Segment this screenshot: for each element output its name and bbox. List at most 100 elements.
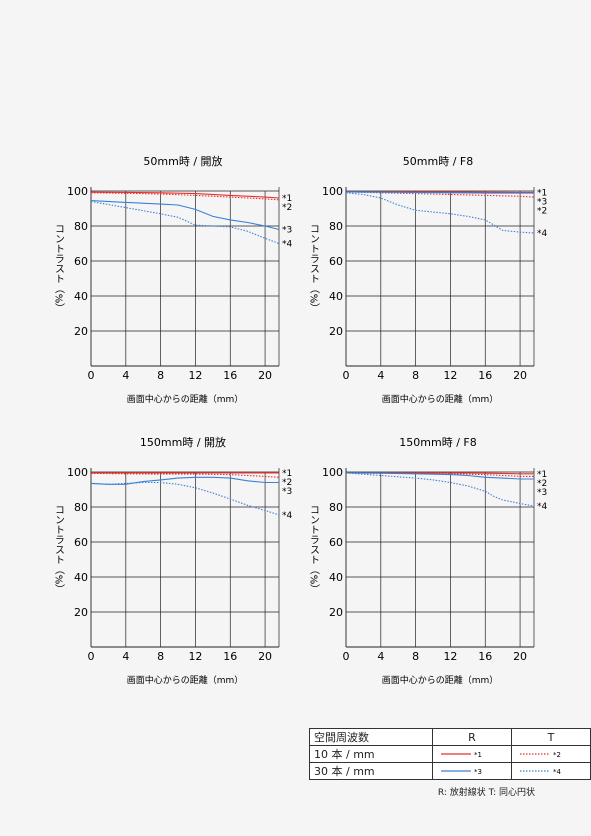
y-tick-label: 100	[67, 466, 88, 479]
series-end-label: *4	[282, 240, 293, 250]
x-tick-label: 4	[377, 369, 384, 382]
legend-header: 空間周波数	[309, 728, 433, 746]
series-end-label: *4	[537, 229, 548, 239]
series-line	[345, 191, 534, 194]
series-line	[90, 472, 280, 478]
x-tick-label: 8	[157, 650, 164, 663]
y-tick-label: 100	[322, 466, 343, 479]
series-end-label: *4	[537, 502, 548, 512]
legend-swatch-t: *4	[511, 762, 591, 780]
series-end-label: *1	[282, 194, 292, 204]
y-tick-label: 20	[74, 606, 88, 619]
y-tick-label: 60	[329, 255, 343, 268]
y-tick-label: 80	[329, 220, 343, 233]
y-tick-label: 40	[74, 290, 88, 303]
legend-mark: *3	[474, 768, 482, 776]
x-axis-label: 画面中心からの距離（mm）	[127, 674, 244, 686]
x-tick-label: 0	[343, 369, 350, 382]
series-line	[90, 192, 280, 201]
series-end-label: *3	[282, 226, 292, 236]
series-end-label: *1	[282, 469, 292, 479]
x-tick-label: 16	[223, 650, 237, 663]
x-tick-label: 16	[478, 369, 492, 382]
x-tick-label: 16	[223, 369, 237, 382]
series-end-label: *3	[537, 197, 547, 207]
y-axis-label: コントラスト（%）	[308, 505, 320, 595]
x-tick-label: 20	[258, 650, 272, 663]
y-tick-label: 80	[74, 220, 88, 233]
y-axis-label: コントラスト（%）	[53, 505, 65, 595]
legend-swatch-r: *1	[432, 745, 512, 763]
x-tick-label: 0	[88, 650, 95, 663]
chart-title: 150mm時 / F8	[399, 436, 476, 449]
y-tick-label: 100	[67, 185, 88, 198]
series-line	[345, 472, 534, 480]
x-axis-label: 画面中心からの距離（mm）	[382, 674, 499, 686]
legend-t-header: T	[511, 728, 591, 746]
chart-panel: 50mm時 / F8 20 40 60 80 100 0 4 8 12 16 20 画面中心からの距離（…	[308, 155, 548, 405]
chart-panel: 50mm時 / 開放 20 40 60 80 100 0 4 8 12 16 20 画面中心からの距離（…	[53, 154, 293, 405]
series-end-label: *2	[282, 203, 292, 213]
series-line	[345, 472, 535, 507]
x-tick-label: 20	[258, 369, 272, 382]
legend-mark: *4	[553, 768, 562, 776]
chart-panel: 150mm時 / F8 20 40 60 80 100 0 4 8 12 16 20 画面中心からの距離…	[308, 436, 548, 686]
y-tick-label: 20	[74, 325, 88, 338]
x-tick-label: 0	[88, 369, 95, 382]
series-line	[90, 200, 280, 245]
series-end-label: *2	[537, 479, 547, 489]
chart-title: 50mm時 / 開放	[143, 154, 222, 168]
y-tick-label: 100	[322, 185, 343, 198]
y-tick-label: 40	[74, 571, 88, 584]
series-line	[90, 191, 280, 199]
x-tick-label: 0	[343, 650, 350, 663]
legend-mark: *1	[474, 751, 482, 759]
x-tick-label: 8	[412, 369, 419, 382]
x-tick-label: 12	[188, 650, 202, 663]
series-line	[345, 192, 535, 234]
legend-note: R: 放射線状 T: 同心円状	[437, 788, 535, 798]
x-tick-label: 12	[443, 650, 457, 663]
y-axis-label: コントラスト（%）	[53, 224, 65, 314]
legend-row: 10 本 / mm *1 *2	[309, 745, 591, 763]
y-tick-label: 60	[74, 255, 88, 268]
x-tick-label: 4	[122, 369, 129, 382]
y-tick-label: 40	[329, 571, 343, 584]
x-tick-label: 12	[188, 369, 202, 382]
x-tick-label: 12	[443, 369, 457, 382]
legend-swatch-t: *2	[511, 745, 591, 763]
legend-r-header: R	[432, 728, 512, 746]
series-line	[345, 472, 534, 477]
series-end-label: *3	[282, 487, 292, 497]
series-end-label: *2	[282, 478, 292, 488]
y-tick-label: 40	[329, 290, 343, 303]
x-tick-label: 20	[513, 369, 527, 382]
series-line	[90, 476, 279, 485]
y-tick-label: 80	[74, 501, 88, 514]
legend-row-label: 10 本 / mm	[309, 745, 433, 763]
legend-table: 空間周波数 R T 10 本 / mm *1 *2 30 本 / mm *3	[309, 728, 591, 780]
series-end-label: *1	[537, 470, 547, 480]
legend-row-label: 30 本 / mm	[309, 762, 433, 780]
chart-panel: 150mm時 / 開放 20 40 60 80 100 0 4 8 12 16 20 画面中心からの距離…	[53, 435, 293, 686]
x-tick-label: 8	[157, 369, 164, 382]
series-line	[90, 481, 280, 516]
x-axis-label: 画面中心からの距離（mm）	[127, 393, 244, 405]
series-end-label: *1	[537, 188, 547, 198]
x-tick-label: 4	[377, 650, 384, 663]
x-tick-label: 8	[412, 650, 419, 663]
y-tick-label: 20	[329, 325, 343, 338]
series-end-label: *4	[282, 511, 293, 521]
series-line	[90, 200, 280, 231]
x-tick-label: 20	[513, 650, 527, 663]
series-end-label: *3	[537, 488, 547, 498]
y-tick-label: 20	[329, 606, 343, 619]
series-line	[345, 191, 535, 198]
series-end-label: *2	[537, 206, 547, 216]
y-axis-label: コントラスト（%）	[308, 224, 320, 314]
legend-row: 30 本 / mm *3 *4	[309, 762, 591, 780]
legend-swatch-r: *3	[432, 762, 512, 780]
x-axis-label: 画面中心からの距離（mm）	[382, 393, 499, 405]
y-tick-label: 60	[329, 536, 343, 549]
